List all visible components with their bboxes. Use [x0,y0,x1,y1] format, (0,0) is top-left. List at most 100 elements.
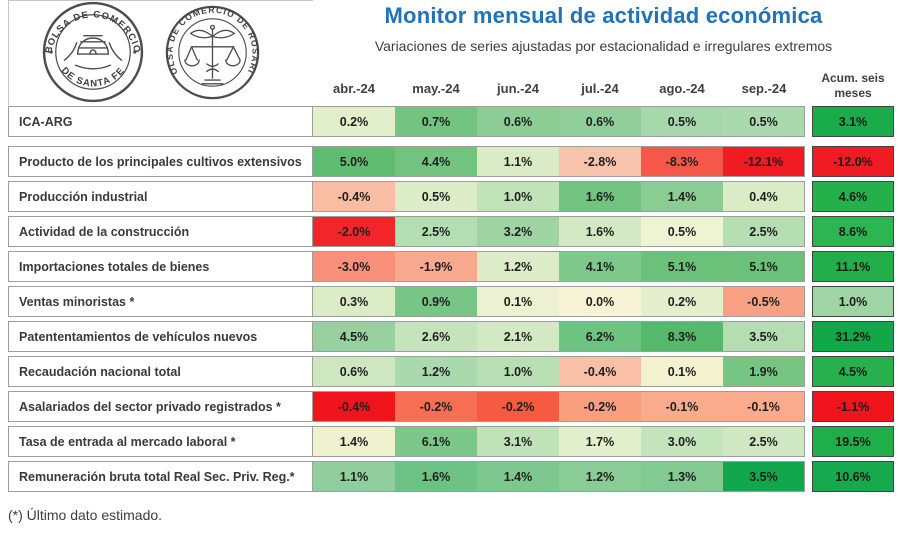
row-label: Producción industrial [8,181,313,212]
report-header: BOLSA DE COMERCIO DE SANTA FE [8,0,900,105]
table-row: Recaudación nacional total 0.6% 1.2% 1.0% -0… [8,356,900,387]
column-header-row: abr.-24 may.-24 jun.-24 jul.-24 ago.-24 … [313,71,894,105]
value-cell: 0.5% [723,106,805,137]
row-label: Producto de los principales cultivos ext… [8,146,313,177]
column-header-acum: Acum. seis meses [821,71,885,100]
value-cell: 2.5% [723,216,805,247]
row-label: Tasa de entrada al mercado laboral * [8,426,313,457]
acum-cell: 4.5% [812,356,894,387]
value-cell: 1.0% [477,356,559,387]
row-label: Patententamientos de vehículos nuevos [8,321,313,352]
column-header-month: jul.-24 [581,81,619,96]
acum-cell: 4.6% [812,181,894,212]
value-cell: 4.1% [559,251,641,282]
table-row: Tasa de entrada al mercado laboral * 1.4%… [8,426,900,457]
column-header-month: jun.-24 [497,81,539,96]
table-row: ICA-ARG 0.2% 0.7% 0.6% 0.6% 0.5% 0.5% 3.1% [8,106,900,137]
value-cell: 0.1% [477,286,559,317]
value-cell: 0.5% [641,216,723,247]
value-cell: -0.1% [723,391,805,422]
value-cell: -0.2% [559,391,641,422]
column-gap [805,461,812,492]
value-cell: 0.4% [723,181,805,212]
value-cell: 3.5% [723,461,805,492]
value-cell: 1.9% [723,356,805,387]
page-title: Monitor mensual de actividad económica [384,3,823,28]
monitor-report: BOLSA DE COMERCIO DE SANTA FE [8,0,900,523]
table-row: Ventas minoristas * 0.3% 0.9% 0.1% 0.0% 0.2% -… [8,286,900,317]
value-cell: 0.2% [313,106,395,137]
value-cell: 0.3% [313,286,395,317]
acum-cell: 19.5% [812,426,894,457]
acum-cell: 1.0% [812,286,894,317]
value-cell: 0.9% [395,286,477,317]
value-cell: 1.2% [559,461,641,492]
value-cell: 1.6% [559,216,641,247]
value-cell: -3.0% [313,251,395,282]
column-gap [805,391,812,422]
value-cell: 0.7% [395,106,477,137]
value-cell: 1.4% [313,426,395,457]
footnote: (*) Último dato estimado. [8,507,163,523]
value-cell: 1.3% [641,461,723,492]
table-row: Importaciones totales de bienes -3.0% -1.9… [8,251,900,282]
row-label: ICA-ARG [8,106,313,137]
value-cell: 0.5% [641,106,723,137]
bolsa-rosario-logo-icon: BOLSA DE COMERCIO DE ROSARIO [165,5,259,100]
value-cell: -0.1% [641,391,723,422]
value-cell: -2.0% [313,216,395,247]
acum-cell: -12.0% [812,146,894,177]
column-gap [805,356,812,387]
acum-cell: -1.1% [812,391,894,422]
value-cell: 5.1% [641,251,723,282]
value-cell: 2.5% [395,216,477,247]
value-cell: 1.4% [477,461,559,492]
value-cell: -0.2% [477,391,559,422]
value-cell: 5.1% [723,251,805,282]
value-cell: 2.5% [723,426,805,457]
value-cell: 3.2% [477,216,559,247]
column-gap [805,251,812,282]
value-cell: 4.4% [395,146,477,177]
column-gap [805,286,812,317]
value-cell: 0.1% [641,356,723,387]
page-subtitle: Variaciones de series ajustadas por esta… [374,38,833,54]
acum-cell: 8.6% [812,216,894,247]
table-row: Producto de los principales cultivos ext… [8,146,900,177]
caduceus-scales-emblem-icon [184,24,241,85]
beehive-emblem-icon [63,34,123,70]
value-cell: 0.6% [313,356,395,387]
value-cell: 0.6% [559,106,641,137]
row-label: Importaciones totales de bienes [8,251,313,282]
column-header-month: may.-24 [412,81,460,96]
acum-cell: 10.6% [812,461,894,492]
value-cell: 1.0% [477,181,559,212]
table-row: Patententamientos de vehículos nuevos 4.5… [8,321,900,352]
column-gap [805,106,812,137]
value-cell: -0.4% [559,356,641,387]
table-row: Asalariados del sector privado registrad… [8,391,900,422]
value-cell: -0.5% [723,286,805,317]
column-gap [805,216,812,247]
value-cell: -0.4% [313,181,395,212]
value-cell: 0.0% [559,286,641,317]
value-cell: 2.1% [477,321,559,352]
value-cell: 1.6% [559,181,641,212]
row-label: Actividad de la construcción [8,216,313,247]
value-cell: 3.1% [477,426,559,457]
column-gap [805,321,812,352]
value-cell: 1.4% [641,181,723,212]
value-cell: 2.6% [395,321,477,352]
acum-cell: 3.1% [812,106,894,137]
table-row: Remuneración bruta total Real Sec. Priv.… [8,461,900,492]
value-cell: 3.0% [641,426,723,457]
value-cell: 0.2% [641,286,723,317]
row-label: Ventas minoristas * [8,286,313,317]
value-cell: 1.1% [313,461,395,492]
value-cell: 0.6% [477,106,559,137]
value-cell: 4.5% [313,321,395,352]
column-header-month: abr.-24 [333,81,375,96]
row-label: Asalariados del sector privado registrad… [8,391,313,422]
value-cell: 0.5% [395,181,477,212]
value-cell: -12.1% [723,146,805,177]
